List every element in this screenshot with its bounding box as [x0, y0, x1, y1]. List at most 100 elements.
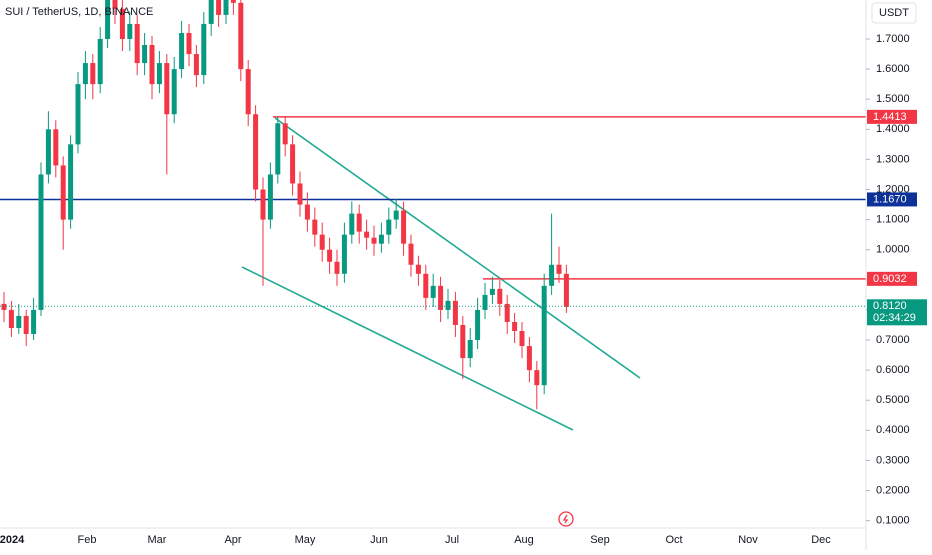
y-tick-label: 1.7000: [876, 33, 910, 45]
candle-body: [186, 32, 192, 55]
candle-body: [393, 210, 399, 220]
candle-body: [319, 234, 325, 250]
price-label: 1.1670: [873, 193, 907, 205]
candle-body: [452, 300, 458, 325]
y-tick-label: 0.1000: [876, 515, 910, 527]
candle-body: [475, 309, 481, 341]
trend-line: [241, 266, 574, 431]
x-tick-label: Mar: [148, 534, 167, 546]
candle-body: [201, 23, 207, 76]
logo-icon: [558, 511, 574, 527]
candle-body: [149, 45, 155, 85]
candle-body: [512, 321, 518, 331]
candle-body: [53, 129, 59, 166]
price-label: 0.9032: [873, 273, 907, 285]
candle-body: [356, 213, 362, 232]
y-tick-label: 1.1000: [876, 214, 910, 226]
y-tick-label: 0.7000: [876, 334, 910, 346]
candle-body: [282, 123, 288, 145]
candle-body: [364, 231, 370, 238]
candle-body: [1, 303, 7, 310]
candle-body: [119, 8, 125, 39]
chart-title: SUI / TetherUS, 1D, BINANCE: [5, 6, 153, 18]
candle-body: [304, 204, 310, 220]
candle-body: [401, 210, 407, 244]
candle-body: [245, 69, 251, 115]
candle-body: [134, 23, 140, 64]
candle-body: [8, 309, 14, 328]
candle-body: [156, 63, 162, 85]
y-tick-label: 1.2000: [876, 183, 910, 195]
candle-body: [216, 0, 222, 15]
candle-body: [31, 309, 37, 335]
candle-body: [253, 114, 259, 190]
y-tick-label: 0.6000: [876, 364, 910, 376]
y-tick-label: 1.0000: [876, 244, 910, 256]
candle-body: [179, 32, 185, 70]
candle-body: [482, 294, 488, 310]
x-tick-label: Nov: [738, 534, 758, 546]
candle-body: [75, 84, 81, 145]
candle-body: [460, 324, 466, 359]
price-label-bg: [867, 271, 917, 286]
candle-body: [526, 346, 532, 371]
y-tick-label: 0.4000: [876, 424, 910, 436]
last-price-bg: [867, 299, 927, 326]
candle-body: [371, 237, 377, 244]
candle-body: [142, 45, 148, 64]
x-tick-label: Aug: [514, 534, 534, 546]
candle-body: [334, 261, 340, 274]
candle-body: [563, 273, 569, 307]
candle-body: [127, 23, 133, 39]
y-tick-label: 0.2000: [876, 484, 910, 496]
candle-body: [238, 2, 244, 70]
candle-body: [68, 144, 74, 220]
candle-body: [349, 213, 355, 235]
trend-line: [274, 117, 641, 379]
candle-body: [45, 129, 51, 175]
candle-body: [541, 285, 547, 386]
y-tick-label: 1.3000: [876, 153, 910, 165]
candle-body: [23, 315, 29, 335]
candle-body: [164, 63, 170, 115]
candle-body: [504, 303, 510, 322]
price-label-bg: [867, 109, 917, 124]
x-tick-label: May: [295, 534, 316, 546]
candle-body: [438, 285, 444, 310]
x-tick-label: Feb: [78, 534, 97, 546]
currency-button[interactable]: [871, 2, 917, 24]
candle-body: [193, 54, 199, 76]
candle-body: [556, 264, 562, 274]
last-price-label: 0.8120: [873, 300, 907, 312]
y-tick-label: 1.4000: [876, 123, 910, 135]
candle-body: [549, 264, 555, 286]
x-tick-label: 2024: [0, 534, 25, 546]
price-label-bg: [867, 192, 917, 207]
candle-body: [386, 219, 392, 235]
y-tick-label: 0.5000: [876, 394, 910, 406]
candle-body: [467, 340, 473, 359]
x-tick-label: Jun: [370, 534, 388, 546]
candle-body: [408, 243, 414, 265]
candle-body: [275, 123, 281, 175]
candle-body: [290, 144, 296, 184]
candle-body: [223, 0, 229, 15]
candle-body: [445, 300, 451, 310]
candle-body: [267, 174, 273, 220]
candle-body: [230, 0, 236, 3]
y-tick-label: 1.6000: [876, 63, 910, 75]
candle-body: [378, 234, 384, 244]
candle-body: [430, 285, 436, 298]
x-tick-label: Jul: [445, 534, 459, 546]
countdown-label: 02:34:29: [873, 312, 916, 324]
currency-label[interactable]: USDT: [879, 7, 909, 19]
y-tick-label: 0.3000: [876, 454, 910, 466]
candle-body: [97, 38, 103, 85]
candle-body: [16, 315, 22, 328]
candle-body: [82, 63, 88, 85]
x-tick-label: Apr: [224, 534, 241, 546]
plot-area: [0, 0, 866, 431]
x-tick-label: Oct: [665, 534, 682, 546]
x-tick-label: Dec: [811, 534, 831, 546]
